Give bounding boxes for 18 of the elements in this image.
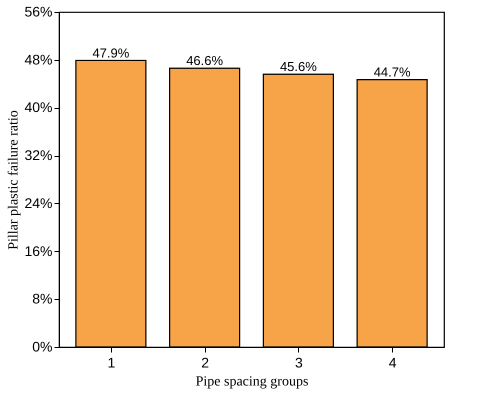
y-tick-label: 32% [24,147,52,164]
y-tick-label: 8% [32,290,52,307]
x-axis-title: Pipe spacing groups [196,374,308,390]
y-tick-label: 56% [24,4,52,20]
x-tick-label: 1 [107,354,116,370]
y-tick-label: 24% [24,194,52,211]
data-label: 46.6% [186,53,224,68]
y-axis-title: Pillar plastic failure ratio [6,110,22,250]
data-label: 45.6% [280,59,318,74]
y-tick-label: 16% [24,242,52,259]
y-tick-label: 48% [24,51,52,68]
x-tick-label: 3 [294,354,303,370]
y-tick-label: 40% [24,99,52,116]
y-tick-label: 0% [32,338,52,354]
data-label: 47.9% [92,45,130,60]
x-tick-label: 2 [201,354,210,370]
x-tick-label: 4 [388,354,397,370]
data-label: 44.7% [374,64,411,80]
